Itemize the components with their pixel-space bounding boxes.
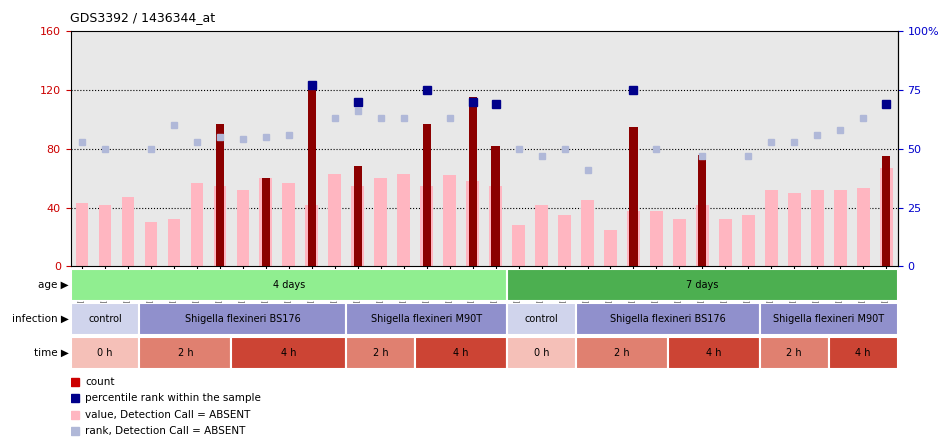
Bar (346, 337, 415, 369)
Bar (231, 337, 346, 369)
Bar (760, 303, 898, 335)
Text: infection ▶: infection ▶ (11, 314, 69, 324)
Bar (630, 127, 637, 266)
Bar (650, 210, 663, 266)
Text: age ▶: age ▶ (38, 280, 69, 289)
Bar (742, 215, 755, 266)
Bar (307, 87, 316, 266)
Bar (882, 156, 890, 266)
Bar (507, 303, 576, 335)
Bar (423, 124, 431, 266)
Bar (627, 210, 640, 266)
Text: 4 h: 4 h (706, 348, 722, 358)
Text: 4 days: 4 days (273, 280, 305, 289)
Bar (507, 269, 898, 301)
Text: 2 h: 2 h (614, 348, 630, 358)
Bar (760, 337, 829, 369)
Bar (765, 190, 777, 266)
Bar (328, 174, 341, 266)
Bar (604, 230, 617, 266)
Bar (353, 166, 362, 266)
Bar (352, 186, 364, 266)
Bar (535, 205, 548, 266)
Text: control: control (525, 314, 558, 324)
Bar (857, 188, 870, 266)
Bar (466, 181, 478, 266)
Text: 0 h: 0 h (534, 348, 549, 358)
Text: time ▶: time ▶ (34, 348, 69, 358)
Bar (282, 182, 295, 266)
Bar (398, 174, 410, 266)
Bar (558, 215, 571, 266)
Bar (668, 337, 760, 369)
Text: Shigella flexineri BS176: Shigella flexineri BS176 (185, 314, 301, 324)
Bar (468, 97, 477, 266)
Bar (75, 203, 88, 266)
Text: rank, Detection Call = ABSENT: rank, Detection Call = ABSENT (86, 426, 245, 436)
Bar (139, 303, 346, 335)
Bar (306, 205, 318, 266)
Text: 4 h: 4 h (453, 348, 469, 358)
Text: count: count (86, 377, 115, 387)
Text: Shigella flexineri BS176: Shigella flexineri BS176 (610, 314, 726, 324)
Bar (698, 155, 707, 266)
Bar (191, 182, 203, 266)
Bar (145, 222, 157, 266)
Bar (99, 205, 111, 266)
Bar (346, 303, 507, 335)
Bar (719, 219, 731, 266)
Text: 2 h: 2 h (178, 348, 194, 358)
Bar (70, 269, 507, 301)
Text: 4 h: 4 h (281, 348, 296, 358)
Text: 0 h: 0 h (97, 348, 113, 358)
Bar (489, 186, 502, 266)
Bar (259, 178, 272, 266)
Bar (139, 337, 231, 369)
Bar (507, 337, 576, 369)
Bar (444, 175, 456, 266)
Bar (213, 186, 227, 266)
Bar (216, 124, 224, 266)
Bar (121, 197, 134, 266)
Text: Shigella flexineri M90T: Shigella flexineri M90T (774, 314, 885, 324)
Bar (673, 219, 685, 266)
Bar (581, 200, 594, 266)
Bar (880, 168, 892, 266)
Text: value, Detection Call = ABSENT: value, Detection Call = ABSENT (86, 410, 251, 420)
Text: 4 h: 4 h (855, 348, 871, 358)
Text: 7 days: 7 days (686, 280, 718, 289)
Text: 2 h: 2 h (373, 348, 388, 358)
Text: Shigella flexineri M90T: Shigella flexineri M90T (371, 314, 482, 324)
Bar (70, 303, 139, 335)
Bar (415, 337, 507, 369)
Bar (576, 337, 668, 369)
Bar (261, 178, 270, 266)
Text: percentile rank within the sample: percentile rank within the sample (86, 393, 261, 403)
Text: control: control (88, 314, 122, 324)
Bar (576, 303, 760, 335)
Bar (420, 186, 433, 266)
Bar (829, 337, 898, 369)
Bar (374, 178, 387, 266)
Bar (237, 190, 249, 266)
Bar (512, 225, 525, 266)
Bar (492, 146, 500, 266)
Text: 2 h: 2 h (787, 348, 802, 358)
Bar (167, 219, 180, 266)
Bar (70, 337, 139, 369)
Bar (811, 190, 823, 266)
Bar (696, 205, 709, 266)
Text: GDS3392 / 1436344_at: GDS3392 / 1436344_at (70, 11, 215, 24)
Bar (788, 193, 801, 266)
Bar (834, 190, 847, 266)
